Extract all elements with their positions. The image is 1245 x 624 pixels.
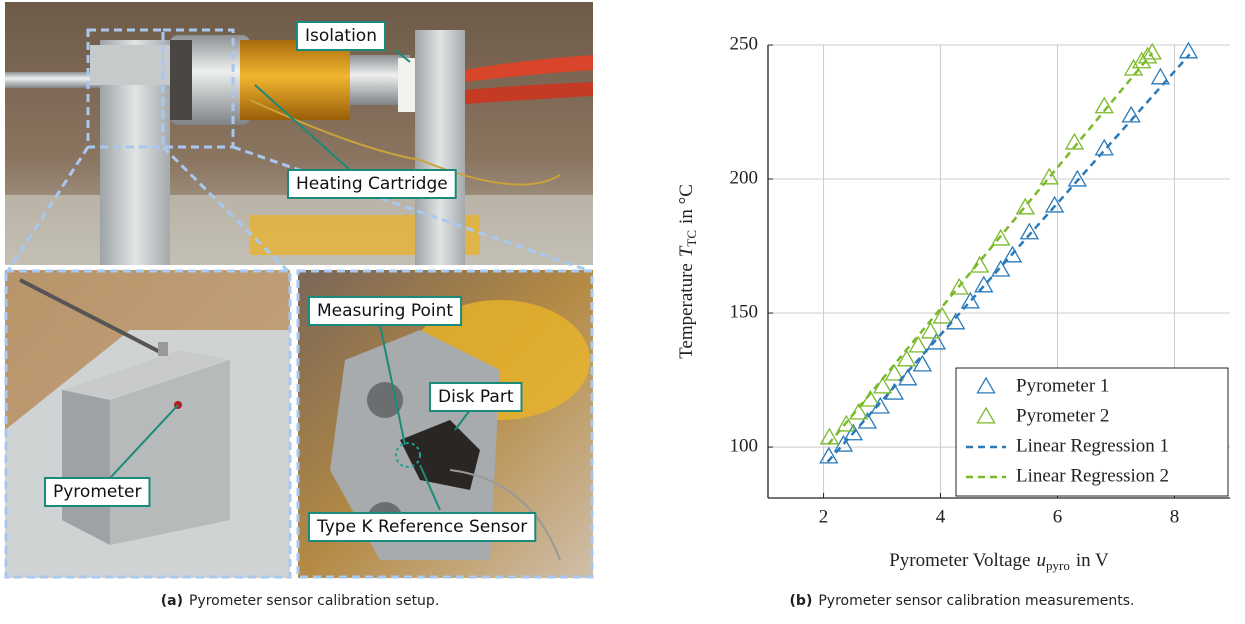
legend-label: Linear Regression 1 [1016, 435, 1169, 456]
y-tick-label: 100 [730, 435, 759, 456]
x-axis-label-text: Pyrometer Voltage [889, 550, 1030, 571]
y-tick-label: 150 [730, 301, 759, 322]
y-tick-label: 200 [730, 167, 759, 188]
data-point [1041, 169, 1058, 184]
x-tick-label: 2 [819, 506, 829, 527]
photo-label: Type K Reference Sensor [316, 517, 527, 537]
y-axis-label-text: Temperature [676, 263, 697, 359]
y-axis-label: TemperatureTTCin °C [676, 184, 699, 359]
x-axis-label-var: u [1036, 550, 1046, 571]
legend-label: Pyrometer 1 [1016, 375, 1109, 396]
x-axis-label-sub: pyro [1046, 558, 1070, 573]
legend-label: Pyrometer 2 [1016, 405, 1109, 426]
page: Isolation Heating Cartridge Pyrometer Measu… [0, 0, 1245, 624]
x-axis-label: Pyrometer Voltage upyro in V [889, 550, 1109, 573]
x-tick-label: 8 [1170, 506, 1180, 527]
figure: Isolation Heating Cartridge Pyrometer Measu… [0, 0, 1245, 624]
caption: (b) Pyrometer sensor calibration measurem… [790, 593, 1135, 609]
data-point [1133, 53, 1150, 68]
x-tick-label: 4 [936, 506, 946, 527]
photo-label: Pyrometer [53, 482, 141, 502]
caption-tag: (b) [790, 593, 813, 609]
caption-text: Pyrometer sensor calibration measurement… [818, 593, 1134, 609]
caption-tag: (a) [161, 593, 183, 609]
photo-label: Isolation [305, 26, 377, 46]
photo-label: Measuring Point [317, 301, 453, 321]
y-axis-label-sub: TC [684, 230, 699, 247]
data-point [1017, 199, 1034, 214]
data-point [928, 334, 945, 349]
data-point [971, 257, 988, 272]
data-point [962, 293, 979, 308]
data-point [910, 337, 927, 352]
data-point [922, 323, 939, 338]
data-point [886, 365, 903, 380]
caption: (a) Pyrometer sensor calibration setup. [161, 593, 440, 609]
caption-text: Pyrometer sensor calibration setup. [189, 593, 439, 609]
photo-label: Disk Part [438, 387, 514, 407]
legend-label: Linear Regression 2 [1016, 465, 1169, 486]
data-point [1139, 48, 1156, 63]
photo-label: Heating Cartridge [296, 174, 448, 194]
y-tick-label: 250 [730, 33, 759, 54]
y-axis-label-unit: in °C [676, 184, 697, 224]
data-point [992, 261, 1009, 276]
x-tick-label: 6 [1053, 506, 1063, 527]
photo-bottom-left [5, 270, 290, 578]
x-axis-label-unit: in V [1076, 550, 1109, 571]
